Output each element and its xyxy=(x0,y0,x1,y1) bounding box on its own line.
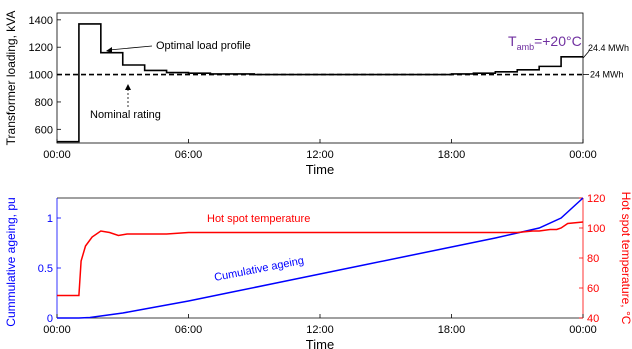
x-axis-title: Time xyxy=(306,337,334,349)
annotation-arrow-head xyxy=(106,47,112,53)
y-axis-title: Transformer loading, kVA xyxy=(4,11,18,146)
hot-spot-series-label: Hot spot temperature xyxy=(207,213,310,225)
plot-frame xyxy=(56,12,584,144)
right-tick-label: 60 xyxy=(587,283,599,295)
annotation-nominal-rating: Nominal rating xyxy=(90,109,161,121)
right-tick-label: 40 xyxy=(587,313,599,325)
left-axis-title: Cummulative ageing, pu xyxy=(4,197,18,326)
top-panel: 00:00 06:00 12:00 18:00 00:00 600 800 1000 1200 1… xyxy=(4,11,629,177)
annotation-arrow-line xyxy=(108,45,153,51)
x-tick-label: 00:00 xyxy=(43,324,71,336)
x-tick-label: 06:00 xyxy=(175,324,203,336)
left-tick-label: 0 xyxy=(47,313,53,325)
right-tick-label: 100 xyxy=(587,223,605,235)
ambient-symbol: T xyxy=(508,33,517,49)
energy-label-leader xyxy=(582,50,590,59)
y-tick-label: 600 xyxy=(35,124,53,136)
x-tick-label: 12:00 xyxy=(306,324,334,336)
x-tick-label: 00:00 xyxy=(569,149,597,161)
bottom-panel: 00:00 06:00 12:00 18:00 00:0000.514060801001… xyxy=(4,192,632,349)
x-tick-label: 18:00 xyxy=(438,324,466,336)
x-tick-label: 00:00 xyxy=(43,149,71,161)
x-tick-label: 18:00 xyxy=(438,149,466,161)
left-tick-label: 0.5 xyxy=(38,263,53,275)
energy-label-optimal: 24.4 MWh xyxy=(588,43,629,53)
y-tick-label: 1200 xyxy=(29,42,53,54)
right-tick-label: 80 xyxy=(587,253,599,265)
load-profile-line xyxy=(57,23,583,143)
energy-label-nominal: 24 MWh xyxy=(590,70,624,80)
left-tick-label: 1 xyxy=(47,213,53,225)
hot-spot-temperature-line xyxy=(57,221,584,297)
x-axis-title: Time xyxy=(306,162,334,177)
y-tick-label: 800 xyxy=(35,97,53,109)
annotation-optimal-load-profile: Optimal load profile xyxy=(156,40,251,52)
x-tick-label: 00:00 xyxy=(569,324,597,336)
ambient-subscript: amb xyxy=(517,42,535,52)
y-tick-label: 1400 xyxy=(29,15,53,27)
ambient-value: =+20°C xyxy=(534,33,582,49)
cumulative-ageing-line xyxy=(57,197,584,319)
y-tick-label: 1000 xyxy=(29,70,53,82)
annotation-arrow-head xyxy=(125,84,131,90)
right-axis-title: Hot spot temperature, °C xyxy=(619,192,632,325)
x-tick-label: 06:00 xyxy=(175,149,203,161)
right-tick-label: 120 xyxy=(587,193,605,205)
x-tick-label: 12:00 xyxy=(306,149,334,161)
ambient-temperature-label: Tamb=+20°C xyxy=(508,33,582,52)
